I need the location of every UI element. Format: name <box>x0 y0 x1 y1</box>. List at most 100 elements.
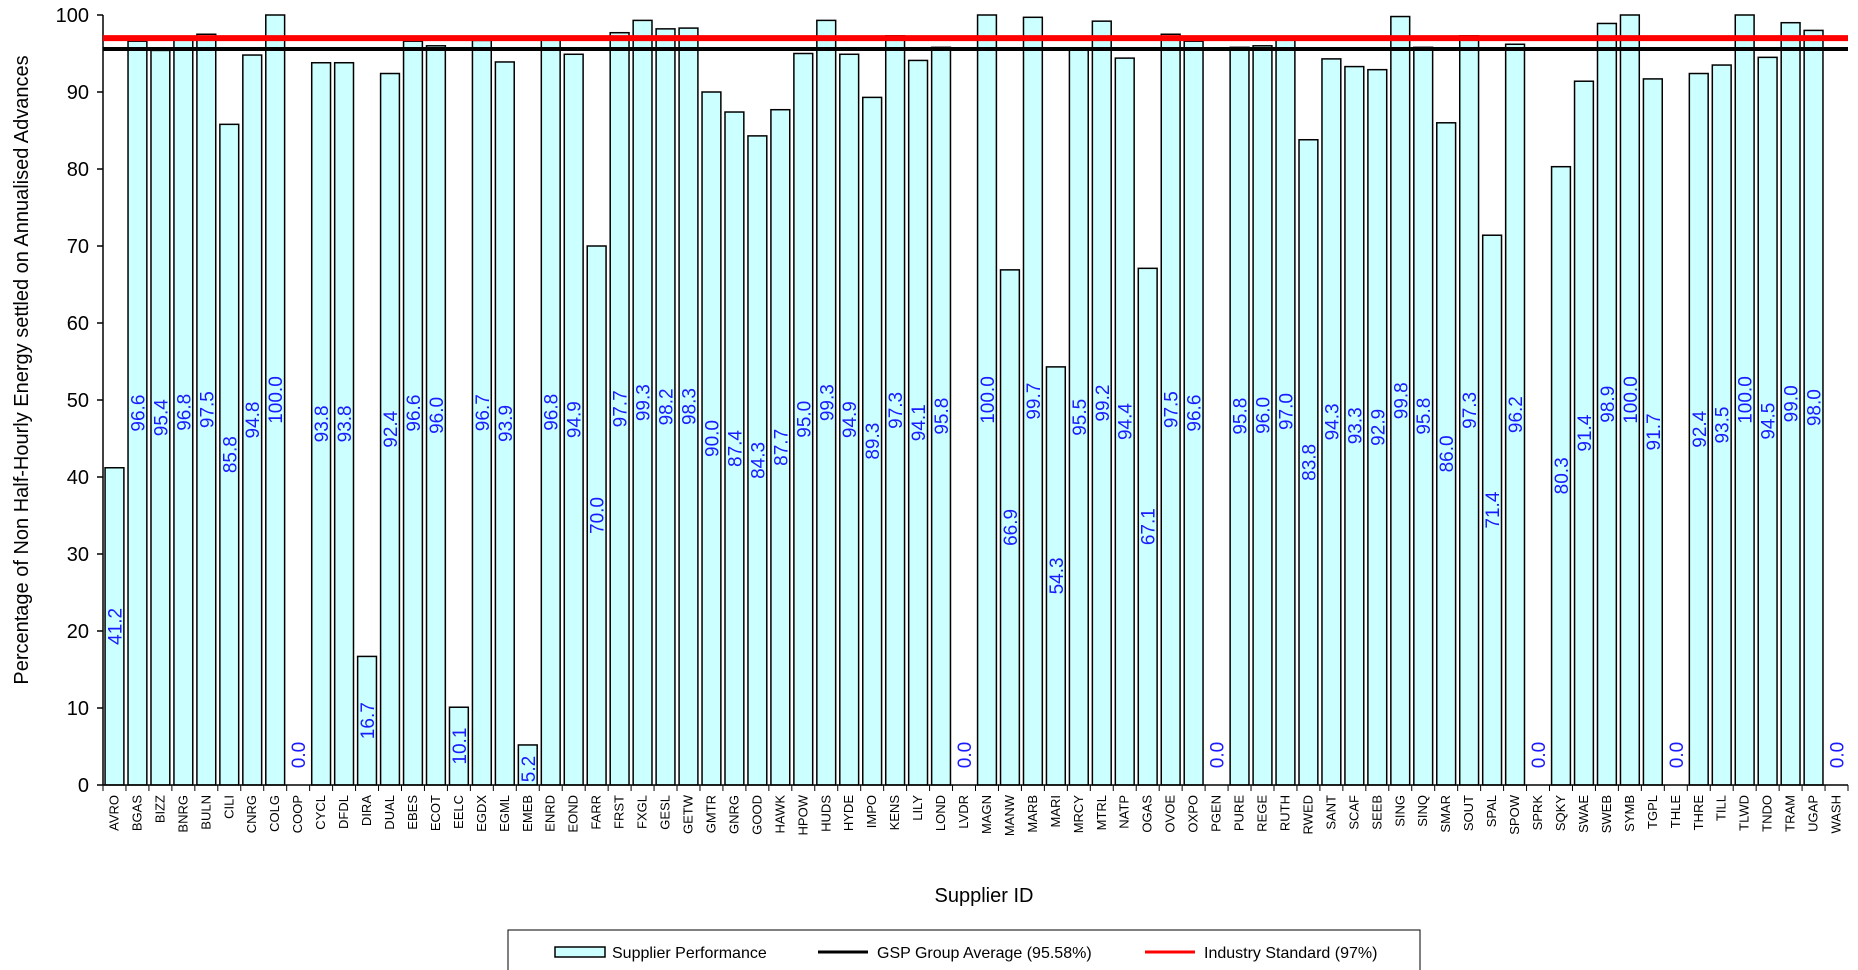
x-tick-label: HUDS <box>818 795 833 832</box>
x-axis: AVRO BGAS BIZZ BNRG BULN CILI CNRG COLG COOP CYCL… <box>102 784 1849 836</box>
value-label-gesl: 98.2 <box>657 388 678 425</box>
value-label-ogas: 67.1 <box>1139 508 1160 545</box>
value-label-cili: 85.8 <box>220 436 241 473</box>
x-tick-label: SPAL <box>1484 795 1499 827</box>
value-label-tram: 99.0 <box>1782 385 1803 422</box>
legend-label-supplier-performance: Supplier Performance <box>612 945 767 962</box>
value-label-mari: 54.3 <box>1047 557 1068 594</box>
y-tick-label: 20 <box>67 621 89 643</box>
value-label-colg: 100.0 <box>266 376 287 424</box>
value-label-mtrl: 99.2 <box>1093 385 1114 422</box>
x-tick-label: SMAR <box>1438 795 1453 833</box>
value-label-till: 93.5 <box>1713 407 1734 444</box>
x-tick-label: DFDL <box>336 795 351 829</box>
value-label-thle: 0.0 <box>1667 742 1688 768</box>
value-label-ugap: 98.0 <box>1805 389 1826 426</box>
value-label-getw: 98.3 <box>679 388 700 425</box>
value-label-huds: 99.3 <box>817 384 838 421</box>
x-tick-label: HAWK <box>772 795 787 834</box>
value-label-farr: 70.0 <box>588 497 609 534</box>
y-tick-label: 90 <box>67 82 89 104</box>
value-label-ovoe: 97.5 <box>1162 391 1183 428</box>
value-label-spal: 71.4 <box>1483 491 1504 528</box>
x-tick-label: FRST <box>612 795 627 829</box>
y-axis: 0 10 20 30 40 50 60 70 80 90 100 <box>56 5 104 797</box>
value-label-bgas: 96.6 <box>128 395 149 432</box>
value-label-symb: 100.0 <box>1621 376 1642 424</box>
value-label-buln: 97.5 <box>197 391 218 428</box>
x-tick-label: CNRG <box>244 795 259 833</box>
value-label-coop: 0.0 <box>289 742 310 768</box>
x-tick-label: SQKY <box>1553 795 1568 831</box>
value-label-ruth: 97.0 <box>1276 393 1297 430</box>
x-tick-label: DUAL <box>382 795 397 830</box>
value-label-sout: 97.3 <box>1460 392 1481 429</box>
x-tick-label: BNRG <box>175 795 190 833</box>
y-tick-label: 50 <box>67 390 89 412</box>
y-tick-label: 60 <box>67 313 89 335</box>
value-label-avro: 41.2 <box>105 608 126 645</box>
x-tick-label: SCAF <box>1346 795 1361 830</box>
x-tick-label: TRAM <box>1783 795 1798 832</box>
x-tick-label: TNDO <box>1760 795 1775 832</box>
x-tick-label: FARR <box>589 795 604 830</box>
y-tick-label: 100 <box>56 5 89 27</box>
x-tick-label: LVDR <box>956 795 971 829</box>
x-tick-label: SWEB <box>1599 795 1614 833</box>
value-label-egml: 93.9 <box>496 405 517 442</box>
value-label-tgpl: 91.7 <box>1644 413 1665 450</box>
x-tick-label: AVRO <box>106 795 121 831</box>
value-label-mrcy: 95.5 <box>1070 399 1091 436</box>
x-tick-label: DIRA <box>359 795 374 826</box>
value-label-enrd: 96.8 <box>542 394 563 431</box>
x-tick-label: NATP <box>1117 795 1132 829</box>
value-label-smar: 86.0 <box>1437 435 1458 472</box>
value-label-lily: 94.1 <box>909 404 930 441</box>
x-tick-label: SPRK <box>1530 795 1545 831</box>
value-label-natp: 94.4 <box>1116 403 1137 440</box>
value-labels: 41.296.6 95.4 96.8 97.585.894.8 100.00.093.8… <box>105 376 1848 782</box>
value-label-frst: 97.7 <box>611 390 632 427</box>
x-tick-label: THLE <box>1668 795 1683 829</box>
value-label-impo: 89.3 <box>863 423 884 460</box>
y-tick-label: 10 <box>67 698 89 720</box>
x-tick-label: SEEB <box>1369 795 1384 830</box>
x-tick-label: GESL <box>658 795 673 830</box>
x-tick-label: HPOW <box>795 794 810 835</box>
value-label-sqky: 80.3 <box>1552 457 1573 494</box>
x-tick-label: EMEB <box>520 795 535 832</box>
bars-group <box>104 14 1824 786</box>
value-label-oxpo: 96.6 <box>1185 395 1206 432</box>
x-tick-label: ECOT <box>428 795 443 831</box>
value-label-cnrg: 94.8 <box>243 402 264 439</box>
value-label-gmtr: 90.0 <box>702 420 723 457</box>
x-tick-label: REGE <box>1255 795 1270 832</box>
y-tick-label: 70 <box>67 236 89 258</box>
x-tick-label: BIZZ <box>152 795 167 823</box>
value-label-ecot: 96.0 <box>427 397 448 434</box>
x-tick-label: LILY <box>910 795 925 821</box>
value-label-hawk: 87.7 <box>771 429 792 466</box>
x-tick-label: SINQ <box>1415 795 1430 827</box>
value-label-dfdl: 93.8 <box>335 405 356 442</box>
value-label-eond: 94.9 <box>565 401 586 438</box>
x-tick-label: PGEN <box>1209 795 1224 832</box>
x-tick-label: COOP <box>290 795 305 833</box>
x-tick-label: COLG <box>267 795 282 832</box>
x-tick-label: EELC <box>451 795 466 829</box>
y-tick-label: 40 <box>67 467 89 489</box>
value-label-wash: 0.0 <box>1828 742 1849 768</box>
y-axis-title: Percentage of Non Half-Hourly Energy set… <box>11 55 33 684</box>
x-tick-label: MRCY <box>1071 795 1086 834</box>
x-tick-label: UGAP <box>1806 795 1821 832</box>
x-tick-label: ENRD <box>543 795 558 832</box>
x-tick-label: MARI <box>1048 795 1063 828</box>
value-label-scaf: 93.3 <box>1345 407 1366 444</box>
value-label-sweb: 98.9 <box>1598 386 1619 423</box>
x-tick-label: SOUT <box>1461 795 1476 831</box>
x-tick-label: THRE <box>1691 795 1706 831</box>
value-label-sant: 94.3 <box>1322 403 1343 440</box>
value-label-dual: 92.4 <box>381 410 402 447</box>
value-label-ebes: 96.6 <box>404 395 425 432</box>
x-tick-label: WASH <box>1829 795 1844 834</box>
